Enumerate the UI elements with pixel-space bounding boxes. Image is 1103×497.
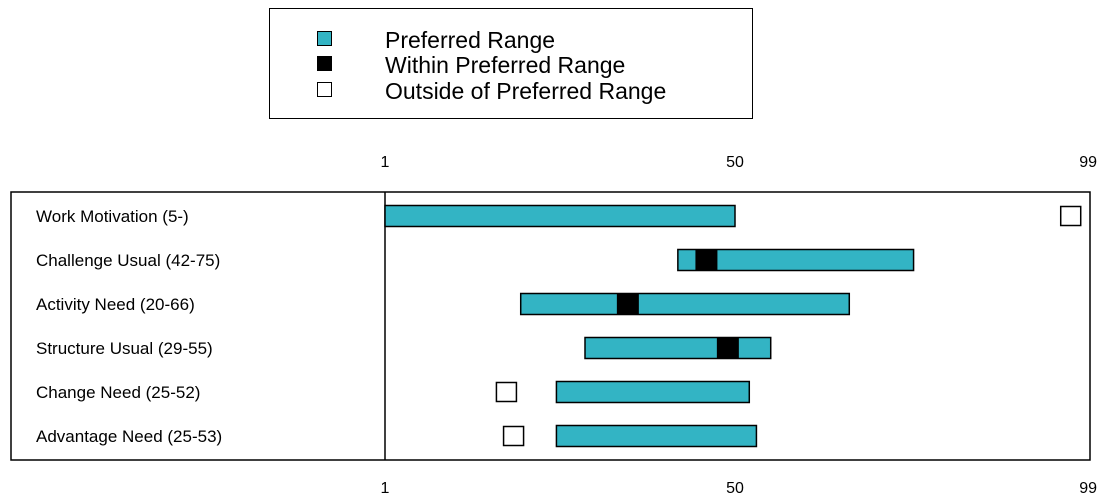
tick-label-top: 50 (726, 154, 744, 171)
preferred-range-bar (555, 380, 751, 404)
preferred-range-bar (384, 204, 736, 228)
category-label: Work Motivation (5-) (36, 207, 189, 226)
score-marker-within (716, 337, 739, 359)
score-marker-outside (1059, 205, 1082, 227)
category-label: Structure Usual (29-55) (36, 339, 213, 358)
legend-label: Outside of Preferred Range (385, 78, 667, 104)
legend-swatch-preferred-range (317, 31, 332, 46)
legend: Preferred Range Within Preferred Range O… (269, 8, 753, 119)
preferred-range-bar (584, 336, 772, 360)
tick-label-bottom: 99 (1079, 480, 1097, 497)
score-marker-within (695, 249, 718, 271)
score-marker-outside (495, 381, 518, 403)
score-marker-within (616, 293, 639, 315)
tick-label-top: 99 (1079, 154, 1097, 171)
category-label: Change Need (25-52) (36, 383, 200, 402)
preferred-range-bar (555, 424, 758, 448)
preferred-range-bar (677, 248, 915, 272)
score-marker-outside (502, 425, 525, 447)
tick-label-top: 1 (381, 154, 390, 171)
tick-label-bottom: 50 (726, 480, 744, 497)
plot-frame (10, 191, 1091, 461)
legend-label: Within Preferred Range (385, 52, 626, 78)
category-label: Activity Need (20-66) (36, 295, 195, 314)
preferred-range-bar (519, 292, 851, 316)
tick-label-bottom: 1 (381, 480, 390, 497)
category-label: Challenge Usual (42-75) (36, 251, 220, 270)
category-label: Advantage Need (25-53) (36, 427, 222, 446)
legend-swatch-outside-range (317, 82, 332, 97)
legend-label: Preferred Range (385, 27, 556, 53)
legend-swatch-within-range (317, 56, 332, 71)
